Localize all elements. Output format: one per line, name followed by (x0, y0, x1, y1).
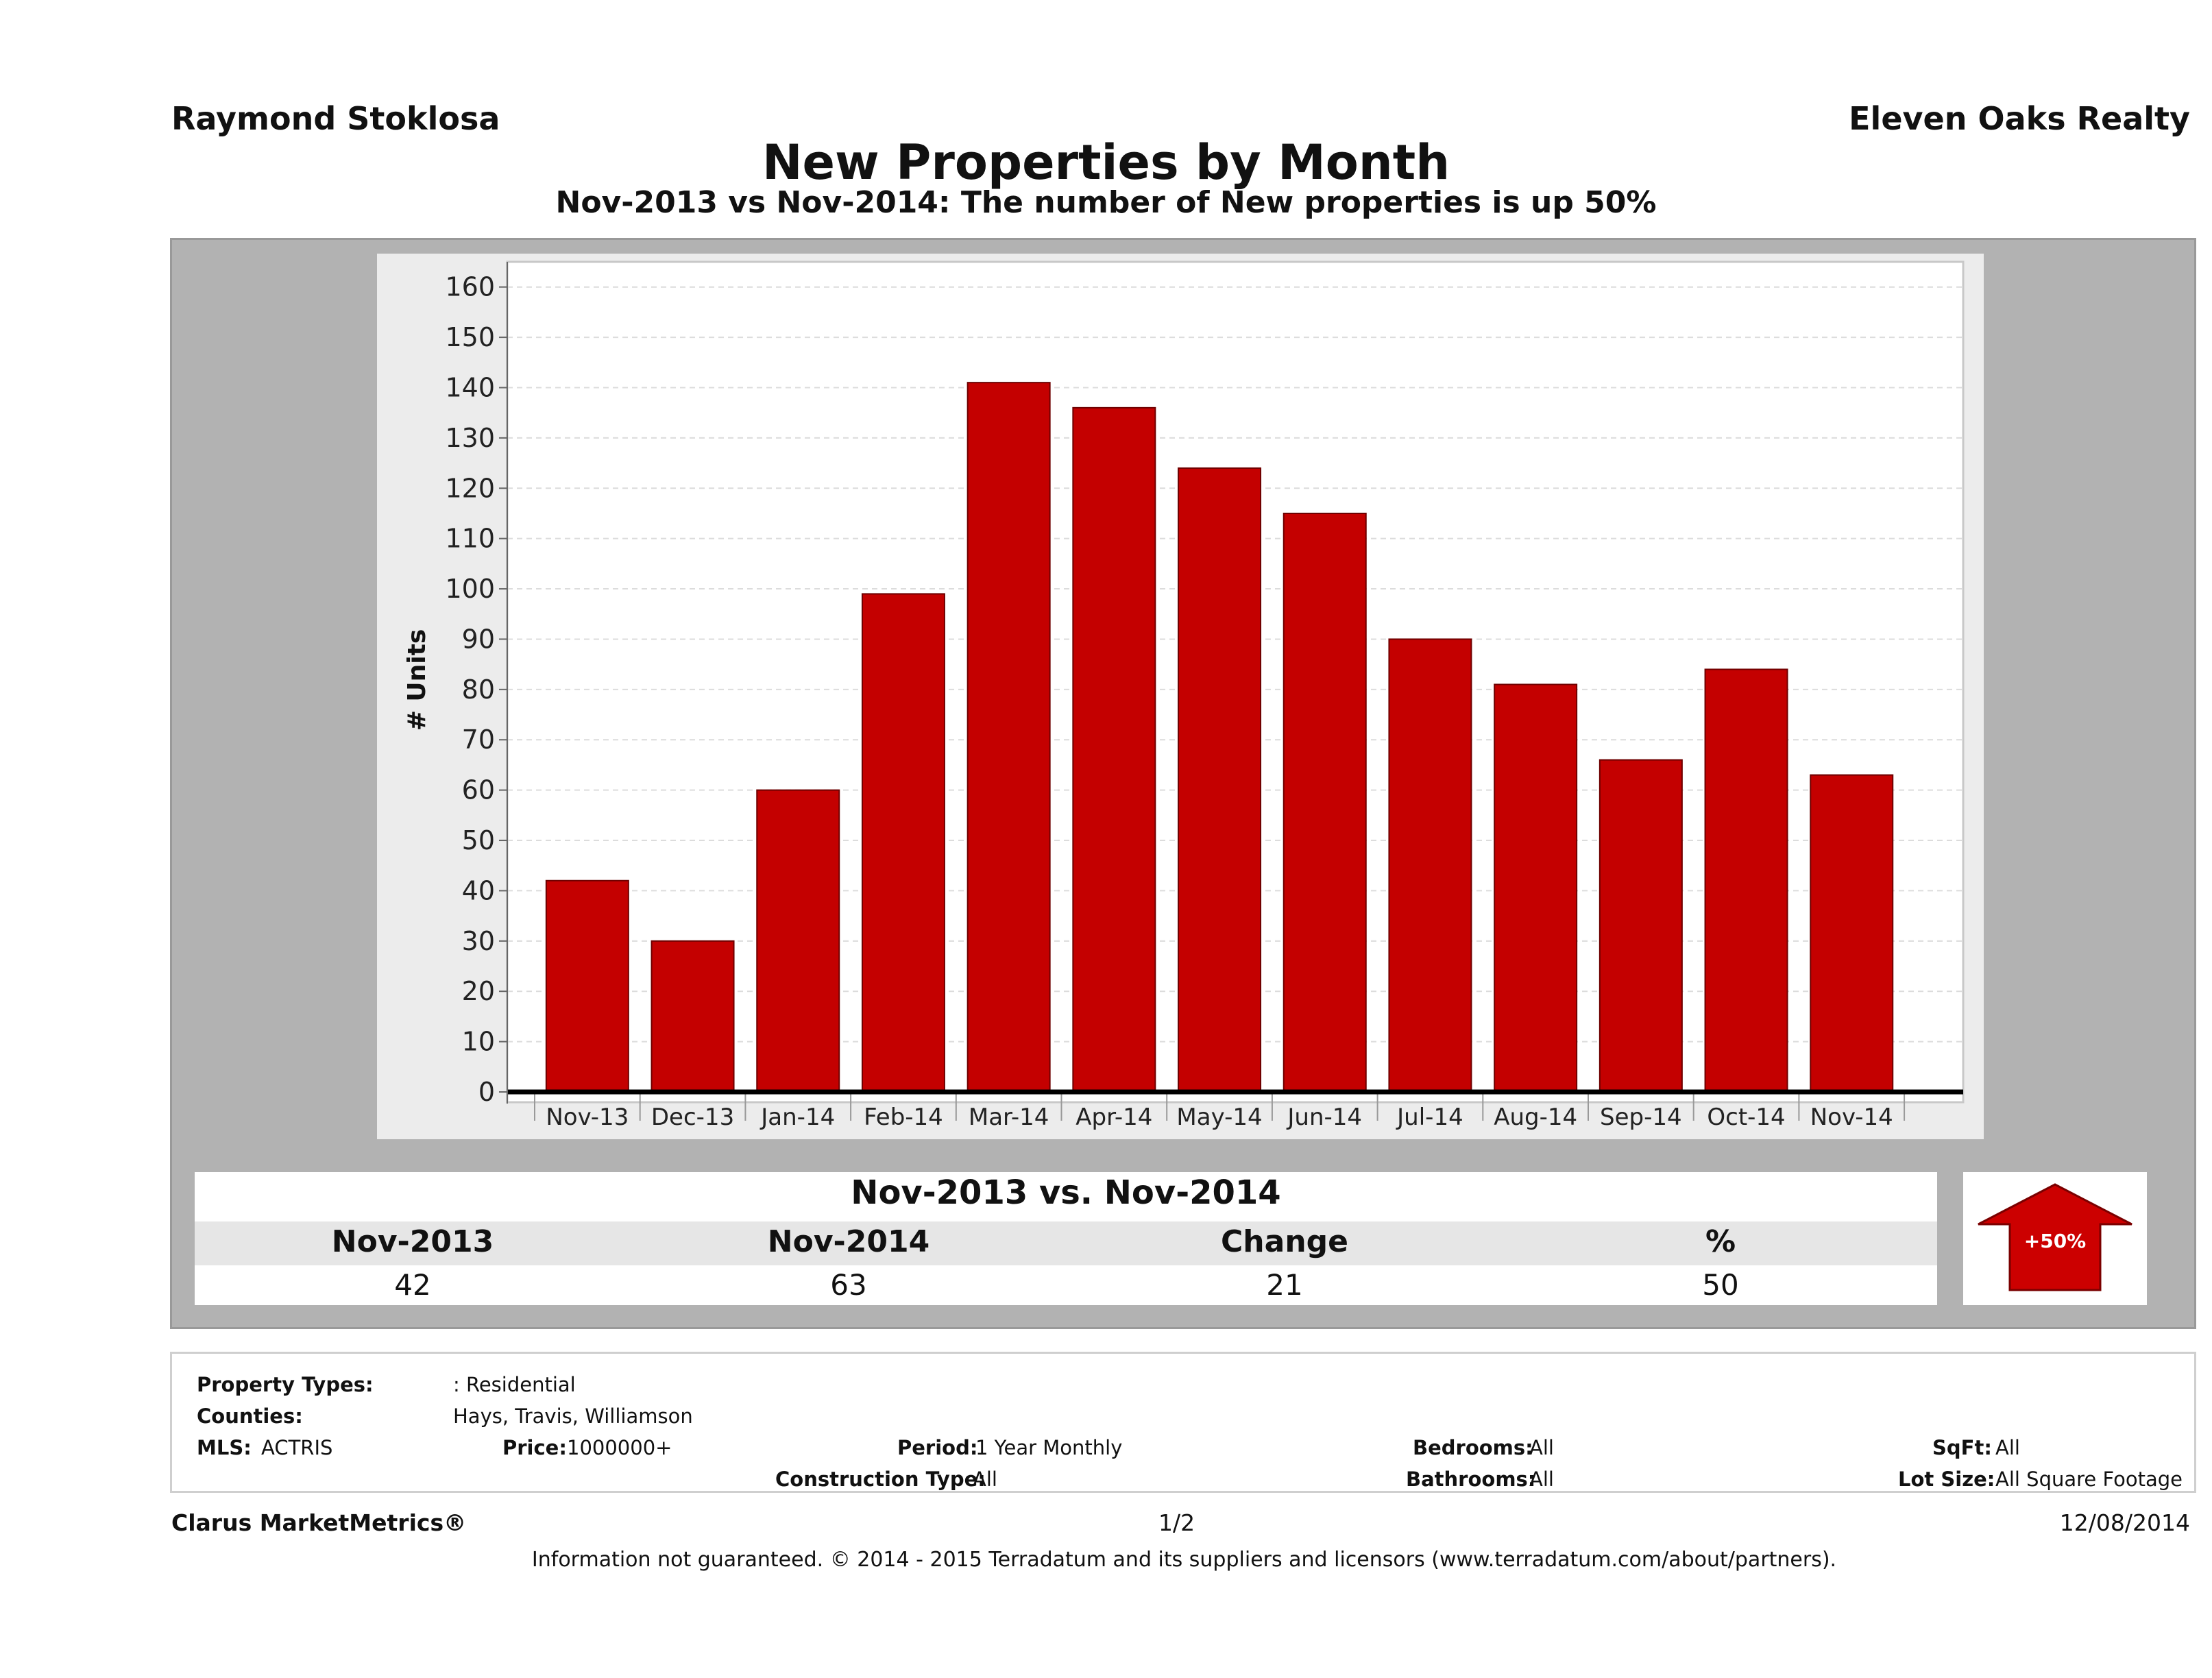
summary-col-nov2013-label: Nov-2013 (331, 1224, 494, 1259)
bar-Aug-14 (1494, 683, 1578, 1093)
y-tick-label-150: 150 (445, 322, 495, 352)
lot-size-value: All Square Footage (1995, 1468, 2183, 1491)
x-tick-label-Oct-14: Oct-14 (1707, 1104, 1785, 1131)
change-badge-box: +50% (1963, 1172, 2147, 1305)
lot-size-label: Lot Size: (1898, 1468, 1995, 1491)
x-tick-label-Nov-13: Nov-13 (546, 1104, 629, 1131)
agent-name: Raymond Stoklosa (171, 100, 500, 137)
y-tick-label-160: 160 (445, 272, 495, 302)
y-ticks: 0 10 20 30 40 50 60 70 80 90 100 110 120 130 140 150 160 (445, 272, 507, 1107)
y-tick-label-110: 110 (445, 524, 495, 554)
bathrooms-value: All (1529, 1468, 1554, 1491)
bar-Mar-14 (967, 382, 1051, 1093)
x-tick-label-Aug-14: Aug-14 (1494, 1104, 1577, 1131)
footer-page-number: 1/2 (1158, 1509, 1195, 1536)
y-tick-label-50: 50 (462, 825, 495, 855)
summary-change-value: 21 (1266, 1268, 1303, 1302)
bar-Oct-14 (1704, 668, 1788, 1093)
y-tick-label-130: 130 (445, 423, 495, 453)
construction-type-value: All (973, 1468, 997, 1491)
footer-brand: Clarus MarketMetrics® (171, 1509, 467, 1536)
property-types-label: Property Types: (197, 1373, 374, 1396)
y-tick-label-80: 80 (462, 674, 495, 705)
footer-date: 12/08/2014 (2059, 1509, 2190, 1536)
summary-percent-value: 50 (1702, 1268, 1739, 1302)
x-tick-label-Feb-14: Feb-14 (864, 1104, 943, 1131)
x-tick-label-Jan-14: Jan-14 (759, 1104, 835, 1131)
summary-col-percent-label: % (1705, 1224, 1736, 1259)
change-badge-label: +50% (2024, 1230, 2086, 1252)
filter-info-box: Property Types: : Residential Counties: … (170, 1352, 2196, 1493)
counties-value: Hays, Travis, Williamson (453, 1405, 693, 1428)
summary-col-change-label: Change (1221, 1224, 1348, 1259)
summary-value-row: 42 63 21 50 (195, 1265, 1937, 1305)
chart-frame: 0 10 20 30 40 50 60 70 80 90 100 110 120 130 140 150 160… (377, 254, 1984, 1139)
footer-disclaimer: Information not guaranteed. © 2014 - 201… (531, 1548, 1837, 1572)
y-tick-label-20: 20 (462, 976, 495, 1006)
bar-Dec-13 (651, 940, 735, 1093)
page-subtitle: Nov-2013 vs Nov-2014: The number of New … (555, 185, 1657, 220)
x-tick-label-Jun-14: Jun-14 (1286, 1104, 1362, 1131)
bar-May-14 (1178, 467, 1262, 1093)
bar-Feb-14 (861, 593, 945, 1093)
bedrooms-value: All (1529, 1436, 1554, 1459)
period-label: Period: (897, 1436, 978, 1459)
y-tick-label-100: 100 (445, 574, 495, 604)
summary-col-nov2014-label: Nov-2014 (767, 1224, 930, 1259)
y-tick-label-120: 120 (445, 473, 495, 503)
up-arrow-icon: +50% (1978, 1183, 2132, 1291)
sqft-value: All (1995, 1436, 2020, 1459)
price-label: Price: (502, 1436, 567, 1459)
summary-header-row: Nov-2013 Nov-2014 Change % (195, 1221, 1937, 1265)
y-tick-label-70: 70 (462, 725, 495, 755)
x-tick-label-Apr-14: Apr-14 (1075, 1104, 1152, 1131)
bedrooms-label: Bedrooms: (1413, 1436, 1533, 1459)
x-ticks: Nov-13 Dec-13 Jan-14 Feb-14 Mar-14 Apr-14 May-… (534, 1092, 1906, 1131)
y-tick-label-0: 0 (478, 1077, 495, 1107)
bar-Apr-14 (1072, 406, 1156, 1093)
bar-Nov-13 (545, 879, 629, 1093)
x-tick-label-Dec-13: Dec-13 (651, 1104, 734, 1131)
summary-title: Nov-2013 vs. Nov-2014 (851, 1174, 1281, 1212)
bathrooms-label: Bathrooms: (1406, 1468, 1536, 1491)
page-title: New Properties by Month (762, 134, 1450, 191)
bar-chart: 0 10 20 30 40 50 60 70 80 90 100 110 120 130 140 150 160… (403, 260, 1965, 1131)
construction-type-label: Construction Type: (775, 1468, 986, 1491)
sqft-label: SqFt: (1932, 1436, 1992, 1459)
x-tick-label-Jul-14: Jul-14 (1396, 1104, 1463, 1131)
y-tick-label-30: 30 (462, 926, 495, 956)
y-tick-label-140: 140 (445, 372, 495, 402)
mls-label: MLS: (197, 1436, 252, 1459)
summary-title-bar (195, 1172, 1937, 1221)
bar-Jun-14 (1283, 512, 1367, 1093)
y-tick-label-40: 40 (462, 875, 495, 905)
summary-nov2014-value: 63 (830, 1268, 867, 1302)
y-tick-label-60: 60 (462, 775, 495, 805)
summary-nov2013-value: 42 (394, 1268, 431, 1302)
company-name: Eleven Oaks Realty (1849, 100, 2190, 137)
y-axis-label: # Units (403, 629, 431, 731)
counties-label: Counties: (197, 1405, 303, 1428)
bar-Nov-14 (1810, 774, 1894, 1093)
x-tick-label-May-14: May-14 (1176, 1104, 1262, 1131)
bar-Jan-14 (756, 789, 840, 1093)
y-tick-label-10: 10 (462, 1027, 495, 1057)
y-tick-label-90: 90 (462, 624, 495, 654)
price-value: 1000000+ (567, 1436, 672, 1459)
property-types-value: : Residential (453, 1373, 576, 1396)
bars (545, 382, 1894, 1093)
period-value: 1 Year Monthly (975, 1436, 1123, 1459)
x-tick-label-Mar-14: Mar-14 (969, 1104, 1049, 1131)
bar-Sep-14 (1599, 759, 1683, 1093)
x-tick-label-Nov-14: Nov-14 (1810, 1104, 1893, 1131)
mls-value: ACTRIS (261, 1436, 333, 1459)
x-tick-label-Sep-14: Sep-14 (1600, 1104, 1682, 1131)
bar-Jul-14 (1388, 638, 1472, 1093)
